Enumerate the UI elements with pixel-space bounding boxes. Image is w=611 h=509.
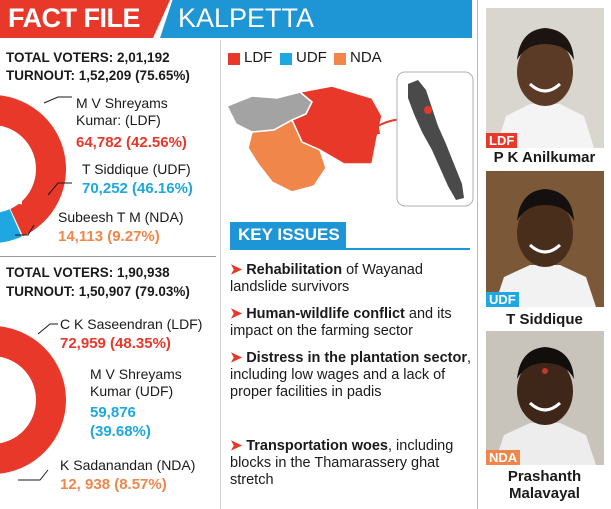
candidate-2016-nda-name: K Sadanandan (NDA) <box>60 457 196 473</box>
turnout-value: 1,52,209 (75.65%) <box>78 68 190 83</box>
issue-text: , including blocks in the Thamarassery g… <box>230 438 454 488</box>
donut-2021 <box>0 95 72 243</box>
kerala-inset-map <box>408 80 464 200</box>
candidate-2021-nda-name: Subeesh T M (NDA) <box>58 209 184 225</box>
candidate-name-line2: Kumar (UDF) <box>90 383 174 399</box>
candidate-2016-ldf-name: C K Saseendran (LDF) <box>60 316 203 332</box>
legend-nda-swatch <box>334 53 346 65</box>
person-portrait-icon <box>486 171 604 307</box>
map-pointer-arrowhead <box>368 122 380 134</box>
candidate-photo-nda: NDA <box>486 331 604 465</box>
donut-2016-ldf-slice <box>0 326 66 474</box>
candidate-name-ldf: P K Anilkumar <box>493 149 596 166</box>
leader-line-ldf <box>43 96 72 104</box>
total-voters-label: TOTAL VOTERS: <box>6 265 114 280</box>
person-portrait-icon <box>486 331 604 465</box>
candidate-photo-udf: UDF <box>486 171 604 307</box>
total-voters-2021: TOTAL VOTERS: 2,01,192 <box>6 50 170 65</box>
map-region-ldf-kalpetta <box>291 85 383 165</box>
candidate-photo-ldf: LDF <box>486 8 604 148</box>
fact-file-title: FACT FILE <box>8 3 141 33</box>
turnout-label: TURNOUT: <box>6 68 75 83</box>
year-2021-label: 2021 <box>5 160 27 206</box>
arrow-icon: ➤ <box>230 306 243 322</box>
key-issues-underline <box>230 248 470 250</box>
issue-text: , including low wages and a lack of prop… <box>230 350 471 400</box>
party-tag-nda: NDA <box>486 450 521 465</box>
photo-column-divider <box>477 0 478 509</box>
candidate-name-line1: Prashanth <box>507 468 582 485</box>
total-voters-label: TOTAL VOTERS: <box>6 50 114 65</box>
kerala-inset-highlight <box>424 106 432 114</box>
issue-item-4: ➤ Transportation woes, including blocks … <box>230 438 480 489</box>
candidate-2016-udf-share: (39.68%) <box>90 423 151 440</box>
candidate-2016-nda-votes: 12, 938 (8.57%) <box>60 476 167 493</box>
turnout-2021: TURNOUT: 1,52,209 (75.65%) <box>6 68 190 83</box>
year-2016-label: 2016 <box>5 380 27 426</box>
leader-line-udf <box>47 182 72 196</box>
legend-udf-label: UDF <box>296 49 327 66</box>
total-voters-value: 2,01,192 <box>117 50 170 65</box>
candidate-name-udf: T Siddique <box>506 311 583 328</box>
leader-line-nda <box>15 224 35 236</box>
key-issues-heading: KEY ISSUES <box>238 225 340 244</box>
leader-line-nda <box>18 469 49 481</box>
legend-ldf-swatch <box>228 53 240 65</box>
candidate-2021-nda-votes: 14,113 (9.27%) <box>58 228 160 245</box>
district-map <box>225 71 474 207</box>
leader-line-ldf <box>37 323 58 335</box>
party-tag-ldf: LDF <box>486 133 518 148</box>
donut-2021-udf-slice <box>0 209 22 243</box>
turnout-label: TURNOUT: <box>6 284 75 299</box>
column-divider <box>220 40 221 509</box>
issue-text: and its impact on the farming sector <box>230 306 452 339</box>
candidate-name-line1: M V Shreyams <box>90 366 182 382</box>
legend-udf-swatch <box>280 53 292 65</box>
issue-bold: Transportation woes <box>246 438 388 454</box>
map-region-nda <box>247 118 327 193</box>
donut-2016 <box>0 323 66 481</box>
candidate-2021-ldf-votes: 64,782 (42.56%) <box>76 134 187 151</box>
candidate-name-line2: Kumar: (LDF) <box>76 112 161 128</box>
issue-item-3: ➤ Distress in the plantation sector, inc… <box>230 350 480 401</box>
candidate-name-line2: Malavayal <box>509 485 580 502</box>
issue-bold: Rehabilitation <box>246 262 343 278</box>
party-tag-udf: UDF <box>486 292 519 307</box>
candidate-2016-udf-name: M V Shreyams Kumar (UDF) <box>90 366 182 400</box>
arrow-icon: ➤ <box>230 438 243 454</box>
issue-text: of Wayanad landslide survivors <box>230 262 423 295</box>
turnout-2016: TURNOUT: 1,50,907 (79.03%) <box>6 284 190 299</box>
total-voters-2016: TOTAL VOTERS: 1,90,938 <box>6 265 170 280</box>
candidate-2016-udf-votes: 59,876 <box>90 404 136 421</box>
fact-file-banner: FACT FILE <box>0 0 170 38</box>
block-separator <box>0 256 216 257</box>
legend-ldf-label: LDF <box>244 49 273 66</box>
candidate-2021-ldf-name: M V Shreyams Kumar: (LDF) <box>76 95 168 129</box>
candidate-2021-udf-votes: 70,252 (46.16%) <box>82 180 193 197</box>
donut-2021-ldf-slice <box>0 95 66 237</box>
candidate-2016-ldf-votes: 72,959 (48.35%) <box>60 335 171 352</box>
arrow-icon: ➤ <box>230 262 243 278</box>
issue-bold: Distress in the plantation sector <box>246 350 467 366</box>
candidate-name-line1: M V Shreyams <box>76 95 168 111</box>
candidate-name-nda: Prashanth Malavayal <box>482 468 607 502</box>
issue-bold: Human-wildlife conflict <box>246 306 405 322</box>
arrow-icon: ➤ <box>230 350 243 366</box>
issue-item-1: ➤ Rehabilitation of Wayanad landslide su… <box>230 262 480 296</box>
total-voters-value: 1,90,938 <box>117 265 170 280</box>
key-issues-heading-box: KEY ISSUES <box>230 222 346 248</box>
candidate-2021-udf-name: T Siddique (UDF) <box>82 161 191 177</box>
person-portrait-icon <box>486 8 604 148</box>
turnout-value: 1,50,907 (79.03%) <box>78 284 190 299</box>
issue-item-2: ➤ Human-wildlife conflict and its impact… <box>230 306 480 340</box>
constituency-banner: KALPETTA <box>160 0 472 38</box>
legend-nda-label: NDA <box>350 49 382 66</box>
constituency-title: KALPETTA <box>178 3 315 33</box>
